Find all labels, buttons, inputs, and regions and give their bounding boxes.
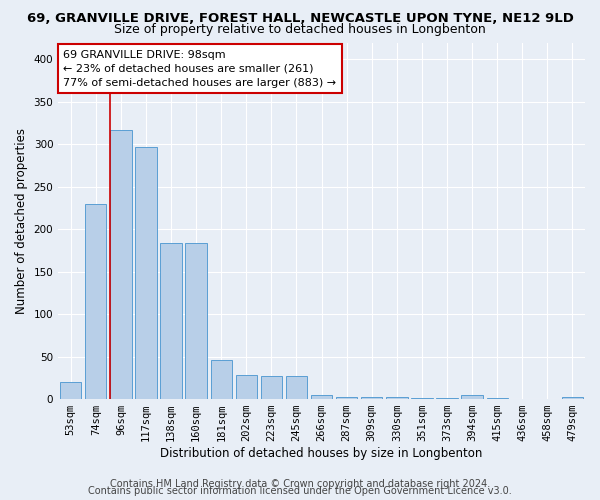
Text: Contains HM Land Registry data © Crown copyright and database right 2024.: Contains HM Land Registry data © Crown c… [110, 479, 490, 489]
Text: 69, GRANVILLE DRIVE, FOREST HALL, NEWCASTLE UPON TYNE, NE12 9LD: 69, GRANVILLE DRIVE, FOREST HALL, NEWCAS… [26, 12, 574, 26]
Bar [411, 398, 433, 399]
Bar [261, 376, 282, 399]
Bar [236, 376, 257, 399]
Text: 69 GRANVILLE DRIVE: 98sqm
← 23% of detached houses are smaller (261)
77% of semi: 69 GRANVILLE DRIVE: 98sqm ← 23% of detac… [64, 50, 337, 88]
Y-axis label: Number of detached properties: Number of detached properties [15, 128, 28, 314]
X-axis label: Distribution of detached houses by size in Longbenton: Distribution of detached houses by size … [160, 447, 483, 460]
Bar [562, 398, 583, 399]
Text: Size of property relative to detached houses in Longbenton: Size of property relative to detached ho… [114, 22, 486, 36]
Bar [60, 382, 82, 399]
Bar [110, 130, 131, 399]
Bar [311, 395, 332, 399]
Bar [336, 396, 358, 399]
Bar [386, 398, 407, 399]
Bar [361, 396, 382, 399]
Bar [286, 376, 307, 399]
Bar [185, 243, 207, 399]
Bar [436, 398, 458, 399]
Bar [136, 147, 157, 399]
Text: Contains public sector information licensed under the Open Government Licence v3: Contains public sector information licen… [88, 486, 512, 496]
Bar [160, 243, 182, 399]
Bar [487, 398, 508, 399]
Bar [461, 395, 483, 399]
Bar [85, 204, 106, 399]
Bar [211, 360, 232, 399]
